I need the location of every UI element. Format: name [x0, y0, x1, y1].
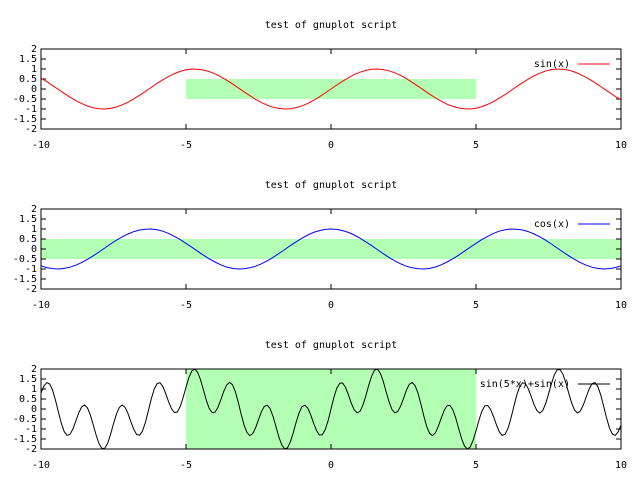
plot-border [40, 368, 622, 450]
y-tick-label: -1 [25, 424, 37, 435]
y-tick-label: -1 [25, 264, 37, 275]
y-tick-label: 2 [31, 204, 37, 215]
y-tick-label: 1.5 [19, 214, 37, 225]
y-tick-label: -1.5 [13, 114, 37, 125]
y-tick-label: -0.5 [13, 254, 37, 265]
y-tick-label: -1.5 [13, 434, 37, 445]
y-tick-label: 1 [31, 64, 37, 75]
y-tick-label: 2 [31, 44, 37, 55]
y-tick-label: -1 [25, 104, 37, 115]
x-tick-label: 5 [473, 460, 479, 471]
shaded-region [41, 239, 621, 259]
y-tick-label: 1 [31, 384, 37, 395]
x-tick-label: -10 [32, 300, 50, 311]
x-tick-label: -5 [180, 140, 192, 151]
subplot: test of gnuplot script-2-1.5-1-0.500.511… [13, 340, 627, 471]
y-tick-label: 0.5 [19, 234, 37, 245]
y-tick-label: 0.5 [19, 394, 37, 405]
x-tick-label: 5 [473, 140, 479, 151]
y-tick-label: -2 [25, 284, 37, 295]
chart-title: test of gnuplot script [265, 340, 397, 351]
x-tick-label: -5 [180, 300, 192, 311]
y-tick-label: 0.5 [19, 74, 37, 85]
y-tick-label: -1.5 [13, 274, 37, 285]
y-tick-label: -0.5 [13, 94, 37, 105]
y-tick-label: 1.5 [19, 374, 37, 385]
x-tick-label: 5 [473, 300, 479, 311]
legend-label: sin(x) [534, 59, 570, 70]
x-tick-label: 0 [328, 300, 334, 311]
chart-title: test of gnuplot script [265, 180, 397, 191]
y-tick-label: 1.5 [19, 54, 37, 65]
legend-label: cos(x) [534, 219, 570, 230]
series-line [40, 368, 622, 450]
chart-title: test of gnuplot script [265, 20, 397, 31]
plot-border [40, 48, 622, 130]
x-tick-label: 10 [615, 460, 627, 471]
x-tick-label: -10 [32, 140, 50, 151]
subplot: test of gnuplot script-2-1.5-1-0.500.511… [13, 20, 627, 151]
y-tick-label: 1 [31, 224, 37, 235]
subplot: test of gnuplot script-2-1.5-1-0.500.511… [13, 180, 627, 311]
x-tick-label: -10 [32, 460, 50, 471]
y-tick-label: -0.5 [13, 414, 37, 425]
x-tick-label: 0 [328, 140, 334, 151]
y-tick-label: 0 [31, 404, 37, 415]
y-tick-label: 2 [31, 364, 37, 375]
x-tick-label: 10 [615, 300, 627, 311]
y-tick-label: 0 [31, 244, 37, 255]
plot-border [40, 208, 622, 290]
y-tick-label: -2 [25, 444, 37, 455]
x-tick-label: 10 [615, 140, 627, 151]
legend-label: sin(5*x)+sin(x) [480, 379, 570, 390]
x-tick-label: -5 [180, 460, 192, 471]
series-line [40, 68, 622, 110]
y-tick-label: 0 [31, 84, 37, 95]
series-line [40, 228, 622, 270]
x-tick-label: 0 [328, 460, 334, 471]
y-tick-label: -2 [25, 124, 37, 135]
